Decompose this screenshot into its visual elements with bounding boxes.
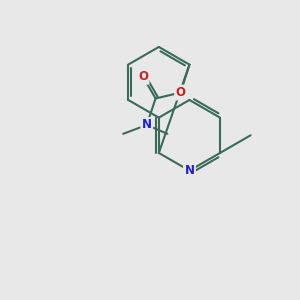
Text: O: O <box>176 86 186 99</box>
Text: N: N <box>184 164 194 177</box>
Text: O: O <box>138 70 148 83</box>
Text: N: N <box>142 118 152 131</box>
